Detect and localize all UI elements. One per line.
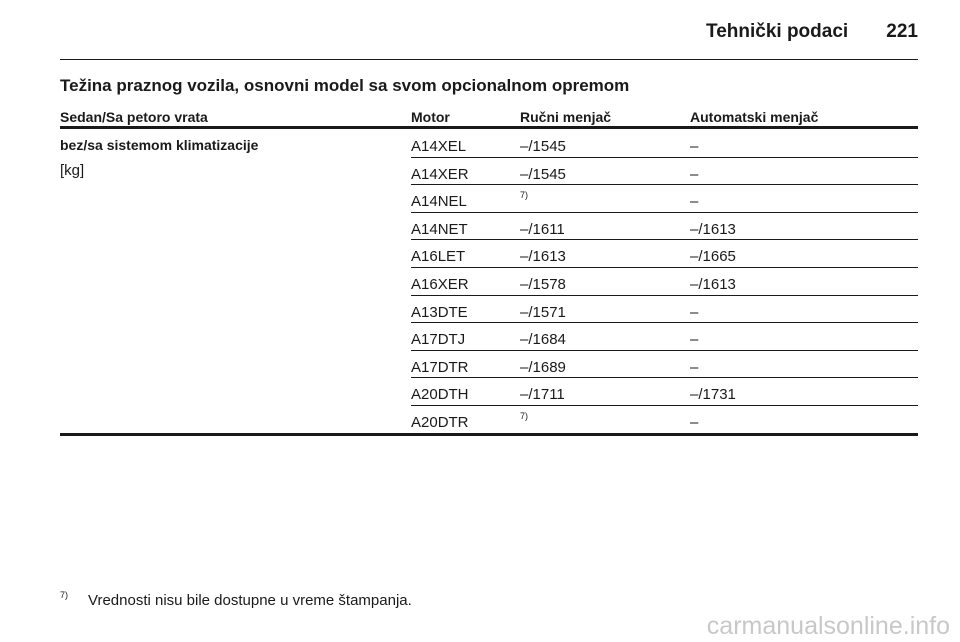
table-cell: –/1545 [520,138,566,155]
table-cell: – [690,358,699,376]
table-cell: A14NEL [411,193,467,211]
table-cell: –/1613 [520,248,566,266]
row-rule [411,212,918,213]
section-title: Težina praznog vozila, osnovni model sa … [60,76,630,95]
row-rule [411,377,918,378]
table-cell: A20DTH [411,386,469,404]
table-cell: –/1571 [520,303,566,321]
table-cell: – [690,138,699,155]
table-cell: A14XEL [411,138,467,155]
table-cell: –/1684 [520,331,566,349]
header-rule [60,59,918,60]
table-cell: – [690,303,699,321]
table-cell: A14XER [411,165,469,183]
table-cell: –/1545 [520,165,566,183]
table-cell: A13DTE [411,303,468,321]
column-header: Automatski menjač [690,109,819,125]
table-cell: –/1689 [520,358,566,376]
table-cell: A16LET [411,248,466,266]
row-rule [411,350,918,351]
row-rule [411,322,918,323]
table-cell: –/1665 [690,248,736,266]
row-rule [411,239,918,240]
column-header: Ručni menjač [520,109,612,125]
row-rule [411,267,918,268]
table-cell: 7) [520,190,529,201]
table-cell: – [690,193,699,211]
table-cell: –/1611 [520,220,565,238]
table-cell: –/1578 [520,276,566,293]
watermark: carmanualsonline.info [706,612,950,640]
row-rule [411,157,918,158]
header-title: Tehnički podaci [706,21,849,42]
footnote-marker: 7) [60,590,69,600]
table-bottom-rule [60,433,918,436]
table-cell: A17DTR [411,358,469,376]
row-label: bez/sa sistemom klimatizacije [60,137,259,153]
table-cell: – [690,414,699,431]
column-header: Motor [411,109,450,125]
row-rule [411,295,918,296]
table-cell: A20DTR [411,414,469,431]
table-cell: –/1613 [690,276,736,293]
table-cell: – [690,165,699,183]
table-cell: –/1731 [690,386,736,404]
table-top-rule [60,126,918,129]
unit: [kg] [60,162,85,179]
table-cell: A16XER [411,276,469,293]
table-cell: A14NET [411,220,468,238]
table-cell: – [690,331,699,349]
table-cell: A17DTJ [411,331,466,349]
row-rule [411,405,918,406]
footnote-text: Vrednosti nisu bile dostupne u vreme šta… [88,592,412,609]
column-header: Sedan/Sa petoro vrata [60,109,208,125]
table-cell: –/1711 [520,386,565,404]
page-number: 221 [886,21,918,42]
table-cell: 7) [520,411,529,421]
row-rule [411,184,918,185]
table-cell: –/1613 [690,220,736,238]
